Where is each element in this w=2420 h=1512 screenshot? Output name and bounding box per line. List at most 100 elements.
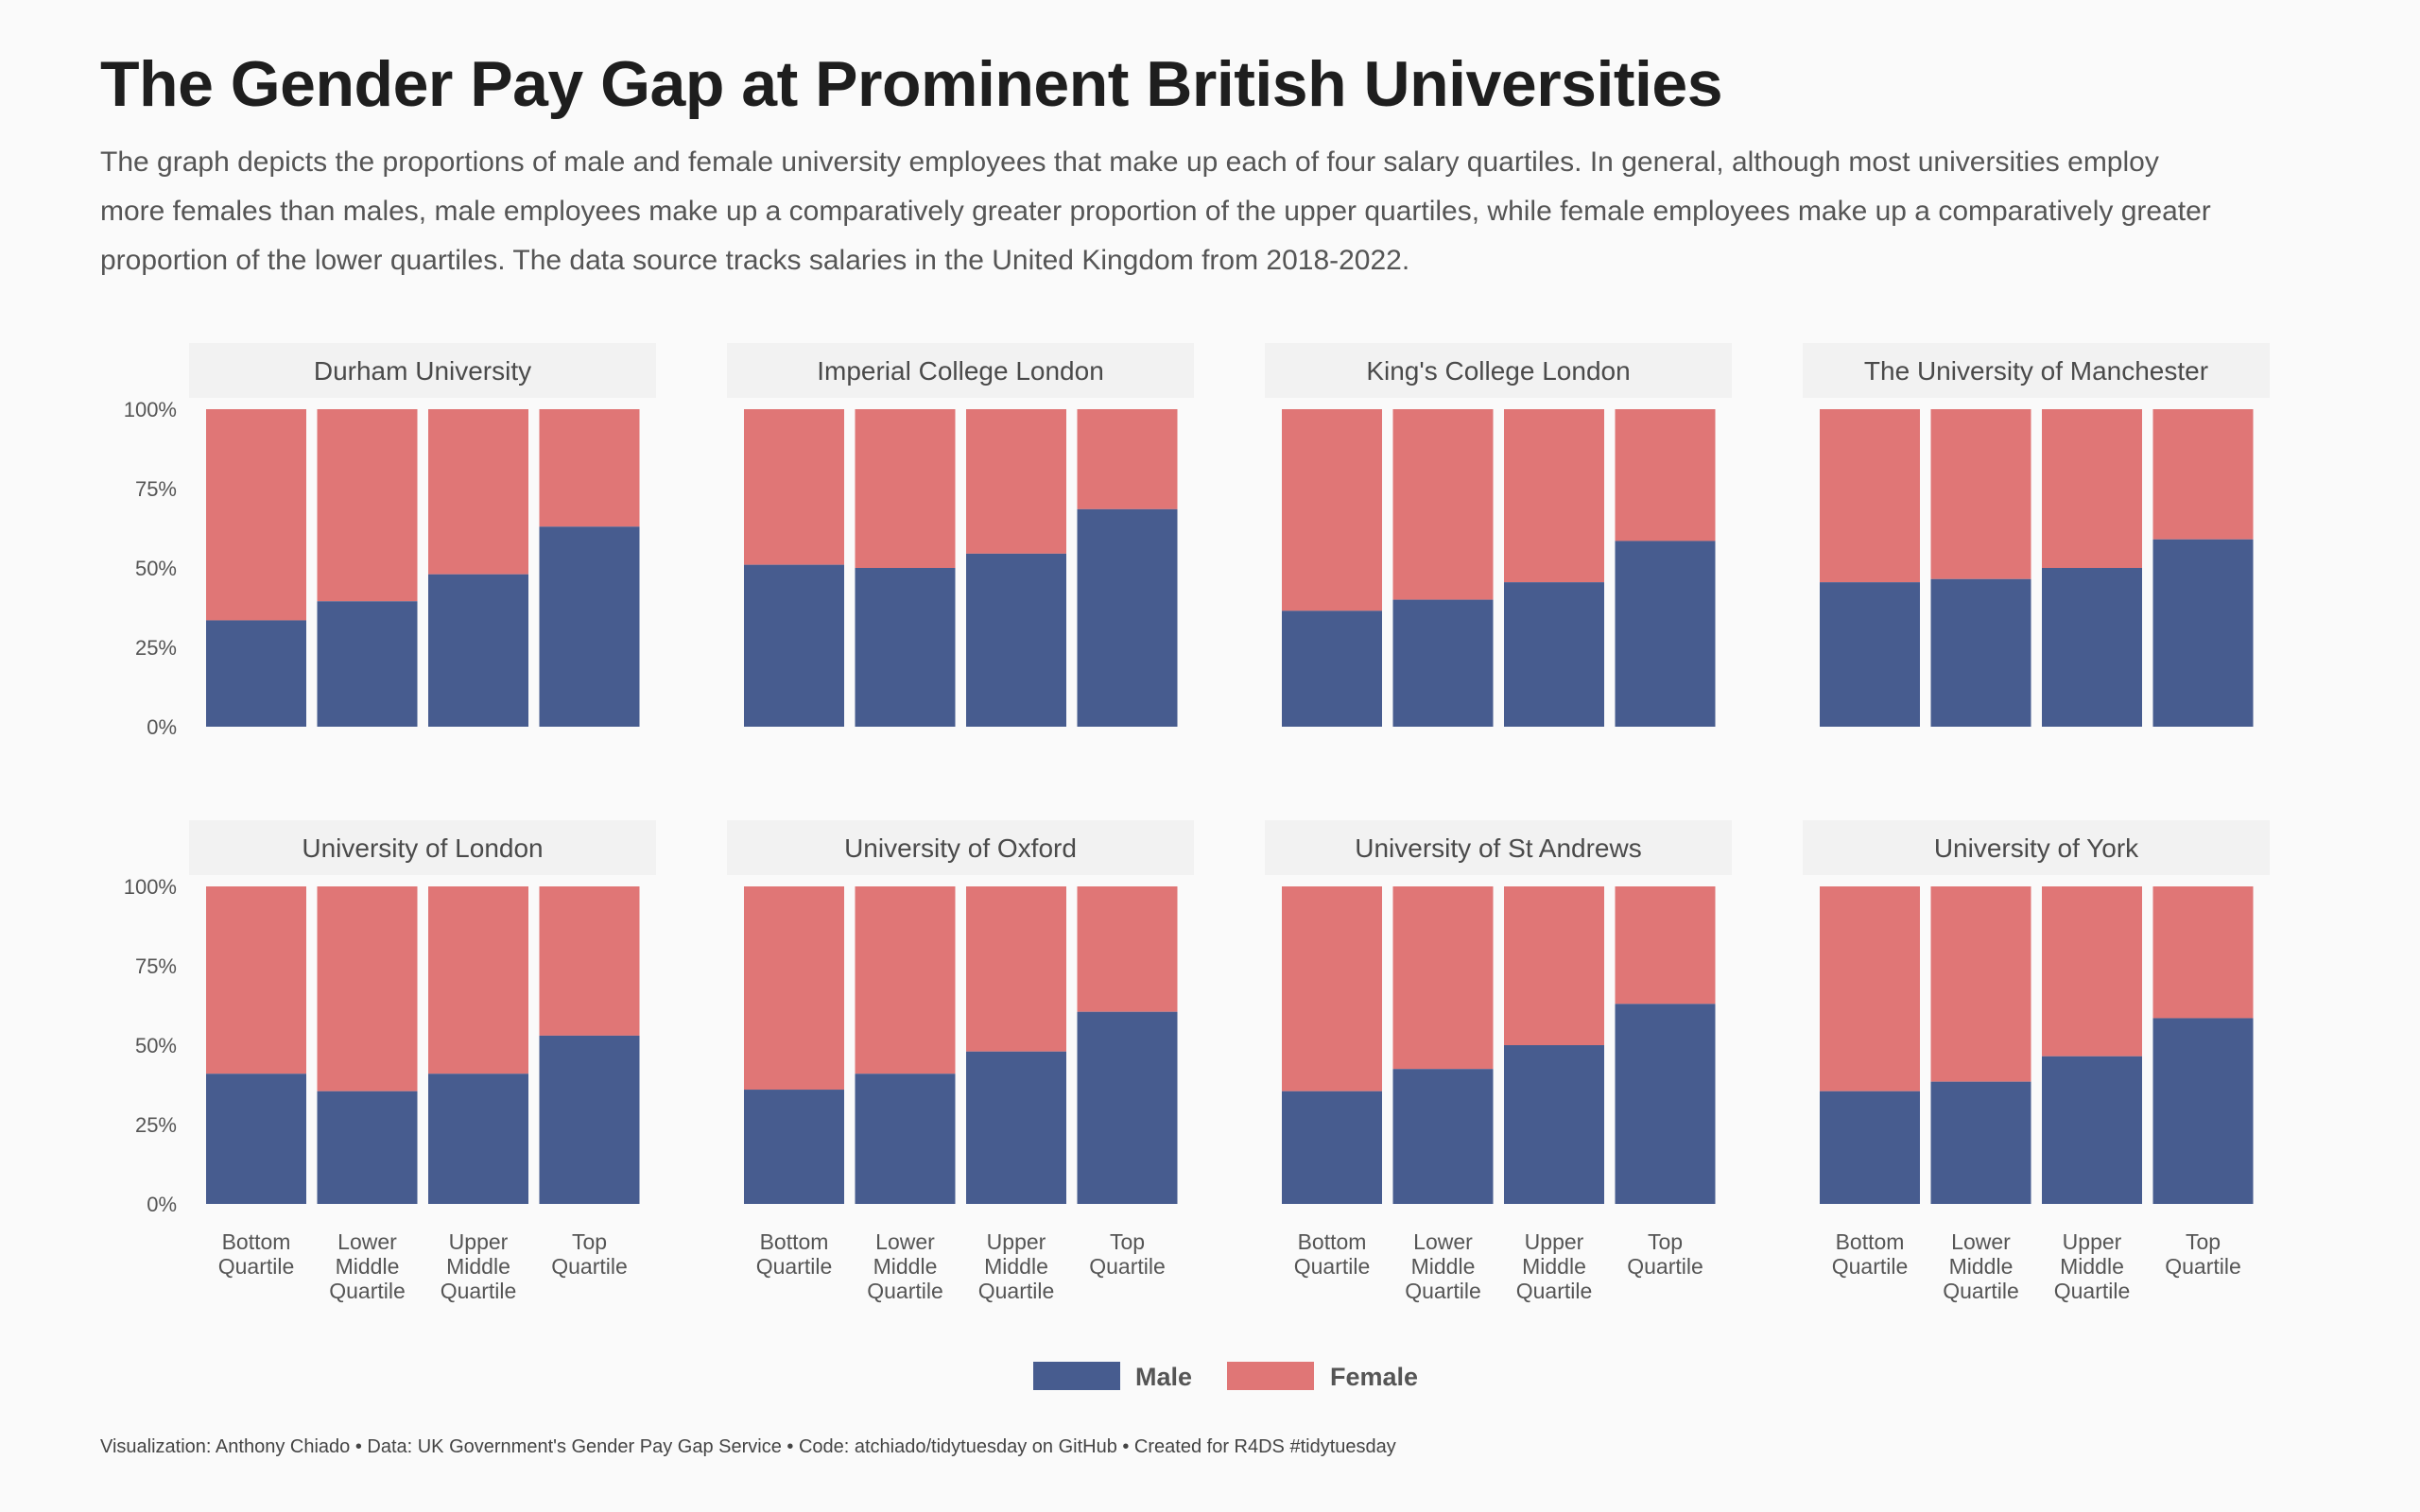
chart-subtitle: The graph depicts the proportions of mal… (100, 146, 2211, 276)
y-tick-label: 75% (135, 954, 177, 978)
x-tick-label: Top (2186, 1229, 2221, 1254)
legend-swatch-female (1227, 1362, 1314, 1390)
x-tick-label: Top (1648, 1229, 1683, 1254)
bar-female (206, 409, 306, 621)
facet-label-university-of-oxford: University of Oxford (844, 833, 1077, 863)
x-tick-label: Top (1110, 1229, 1145, 1254)
facet-strip-durham-university (189, 343, 656, 398)
bar-male (1392, 599, 1494, 727)
bar-male (1930, 578, 2031, 727)
x-tick-label: Quartile (1943, 1279, 2019, 1303)
bar-female (206, 886, 306, 1074)
bar-female (1930, 886, 2031, 1082)
bar-male (1077, 508, 1178, 727)
bar-female (2042, 409, 2142, 568)
x-tick-label: Lower (1951, 1229, 2011, 1254)
x-tick-label: Middle (1949, 1254, 2014, 1279)
x-tick-label: Quartile (867, 1279, 943, 1303)
bar-male (966, 1051, 1066, 1204)
bar-male (428, 1074, 528, 1204)
bar-male (206, 1074, 306, 1204)
bar-female (317, 409, 418, 602)
x-tick-label: Quartile (2165, 1254, 2241, 1279)
x-tick-label: Upper (2063, 1229, 2122, 1254)
y-tick-label: 75% (135, 477, 177, 501)
x-tick-label: Middle (1522, 1254, 1586, 1279)
bar-female (1820, 409, 1920, 583)
bar-male (1077, 1011, 1178, 1204)
y-tick-label: 25% (135, 636, 177, 660)
bar-male (1615, 541, 1716, 727)
bar-male (744, 1090, 844, 1204)
legend-label-male: Male (1135, 1363, 1192, 1391)
bar-male (1930, 1081, 2031, 1204)
x-tick-label: Quartile (2054, 1279, 2131, 1303)
x-tick-label: Lower (337, 1229, 397, 1254)
bar-male (2042, 568, 2142, 727)
bar-female (1930, 409, 2031, 579)
legend-swatch-male (1033, 1362, 1120, 1390)
y-tick-label: 25% (135, 1113, 177, 1137)
bar-male (1820, 582, 1920, 727)
y-tick-label: 100% (124, 398, 177, 421)
bar-male (2042, 1056, 2142, 1204)
bar-female (744, 886, 844, 1091)
x-tick-label: Lower (1413, 1229, 1473, 1254)
chart-title: The Gender Pay Gap at Prominent British … (100, 48, 1723, 120)
x-tick-label: Quartile (1294, 1254, 1371, 1279)
bar-male (1504, 582, 1604, 727)
bar-male (539, 1035, 640, 1204)
bar-female (1077, 409, 1178, 509)
x-tick-label: Bottom (222, 1229, 291, 1254)
bar-female (428, 409, 528, 575)
bar-female (2042, 886, 2142, 1057)
x-tick-label: Quartile (978, 1279, 1055, 1303)
x-tick-label: Middle (984, 1254, 1048, 1279)
bar-male (966, 553, 1066, 727)
x-tick-label: Middle (1411, 1254, 1476, 1279)
bar-female (855, 886, 956, 1074)
bar-female (966, 886, 1066, 1052)
bar-male (1282, 610, 1382, 727)
facet-strip-university-of-oxford (727, 820, 1194, 875)
facet-label-king-s-college-london: King's College London (1366, 356, 1630, 386)
bar-female (1392, 886, 1494, 1070)
x-tick-label: Bottom (1836, 1229, 1905, 1254)
bar-male (2152, 1018, 2254, 1204)
bar-female (539, 886, 640, 1036)
x-tick-label: Quartile (1516, 1279, 1593, 1303)
x-tick-label: Quartile (756, 1254, 833, 1279)
facet-label-durham-university: Durham University (314, 356, 531, 386)
bar-female (2152, 409, 2254, 540)
y-tick-label: 100% (124, 875, 177, 899)
x-tick-label: Quartile (1832, 1254, 1909, 1279)
facet-label-university-of-york: University of York (1934, 833, 2139, 863)
bar-male (2152, 539, 2254, 727)
bar-female (2152, 886, 2254, 1019)
bar-male (1615, 1004, 1716, 1204)
legend-label-female: Female (1330, 1363, 1418, 1391)
bar-female (855, 409, 956, 568)
facet-strip-the-university-of-manchester (1803, 343, 2270, 398)
facet-label-imperial-college-london: Imperial College London (817, 356, 1104, 386)
bar-female (744, 409, 844, 565)
x-tick-label: Bottom (1298, 1229, 1367, 1254)
bar-female (966, 409, 1066, 554)
x-tick-label: Middle (446, 1254, 510, 1279)
facet-strip-imperial-college-london (727, 343, 1194, 398)
y-tick-label: 50% (135, 1034, 177, 1057)
bar-female (1615, 886, 1716, 1005)
bar-male (206, 620, 306, 727)
facet-label-university-of-london: University of London (302, 833, 543, 863)
bar-male (1282, 1091, 1382, 1204)
y-tick-label: 0% (147, 1193, 177, 1216)
bar-female (1820, 886, 1920, 1091)
x-tick-label: Quartile (1089, 1254, 1166, 1279)
y-tick-label: 50% (135, 557, 177, 580)
bar-male (744, 564, 844, 727)
facet-strip-university-of-york (1803, 820, 2270, 875)
y-tick-label: 0% (147, 715, 177, 739)
bar-female (1392, 409, 1494, 600)
facet-label-university-of-st-andrews: University of St Andrews (1355, 833, 1641, 863)
bar-male (428, 574, 528, 727)
